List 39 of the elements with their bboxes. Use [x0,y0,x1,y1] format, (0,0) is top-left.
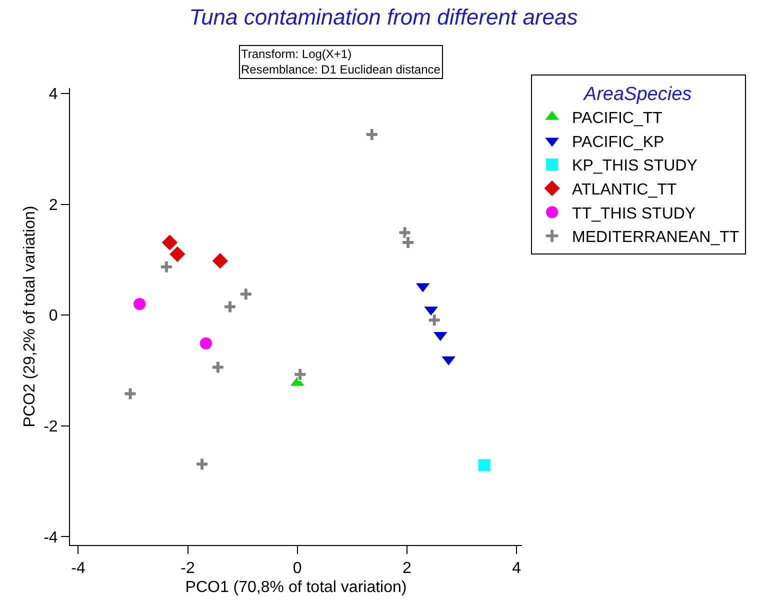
point [428,314,441,327]
point [478,459,490,472]
y-tick-label: 4 [48,86,58,104]
point [124,387,137,400]
point [365,128,378,142]
point [160,260,173,274]
legend-label: MEDITERRANEAN_TT [572,229,740,246]
legend-label: PACIFIC_KP [572,134,664,151]
point [211,360,224,374]
legend-label: KP_THIS STUDY [572,158,698,175]
y-tick-label: 2 [48,196,58,214]
x-tick-label: -2 [180,560,195,578]
legend-label: PACIFIC_TT [572,110,663,128]
point [162,234,178,250]
y-tick-label: 0 [48,308,58,325]
point [294,368,307,381]
text: Resemblance: D1 Euclidean distance [241,62,441,77]
legend-title: AreaSpecies [582,84,692,105]
point [402,236,415,250]
y-tick-label: -4 [44,529,58,546]
y-tick-label: -2 [44,418,58,436]
legend-label: ATLANTIC_TT [572,182,677,199]
point [398,226,412,240]
legend-label: TT_THIS STUDY [572,205,696,222]
point [170,246,186,262]
x-tick-label: 0 [292,560,302,578]
point [200,337,212,350]
x-tick-label: 2 [402,560,412,578]
point [223,300,236,314]
point [196,458,209,471]
point [134,298,146,310]
x-tick-label: 4 [512,560,522,578]
x-tick-label: -4 [71,560,86,578]
y-axis-title: PCO2 (29,2% of total variation) [21,206,38,428]
point [212,253,228,269]
point [239,288,252,301]
text: Transform: Log(X+1) [241,47,352,61]
chart-title: Tuna contamination from different areas [189,4,578,30]
x-axis-title: PCO1 (70,8% of total variation) [185,578,407,596]
